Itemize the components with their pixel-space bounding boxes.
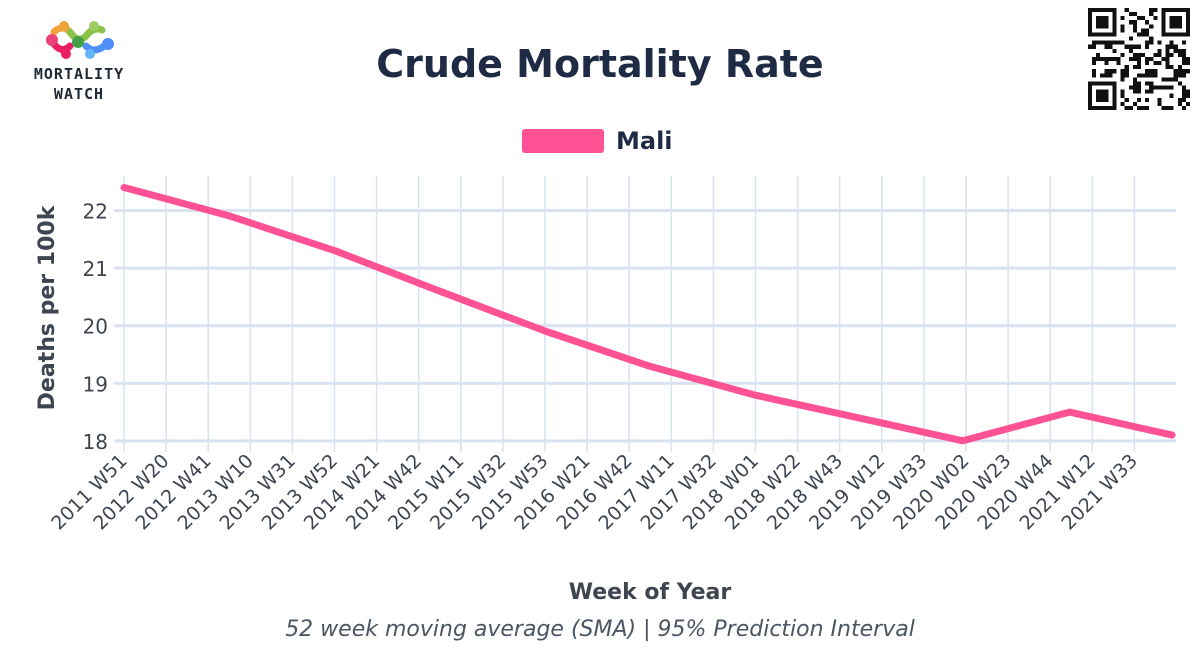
x-axis-label: Week of Year [568,580,732,605]
y-tick-label: 18 [83,430,108,454]
chart-caption: 52 week moving average (SMA) | 95% Predi… [285,617,915,642]
mortality-watch-logo [46,21,114,59]
legend-label-mali: Mali [616,127,673,155]
logo-wordmark: MORTALITY WATCH [33,65,125,103]
y-tick-label: 20 [83,315,108,339]
y-axis-label: Deaths per 100k [35,204,60,410]
legend-swatch-mali [522,129,604,153]
y-tick-label: 22 [83,200,108,224]
series-line-mali [120,184,1176,445]
chart-title: Crude Mortality Rate [376,42,824,86]
y-tick-label: 19 [83,372,108,396]
y-tick-label: 21 [83,257,108,281]
qr-code-icon [1088,8,1190,110]
